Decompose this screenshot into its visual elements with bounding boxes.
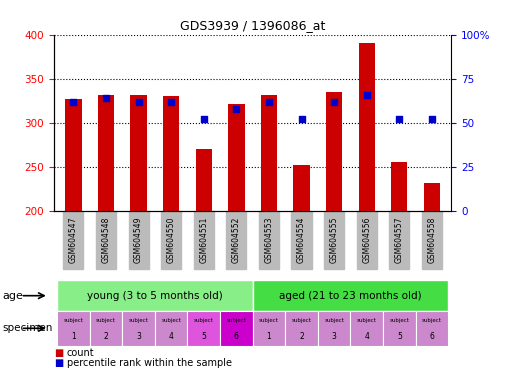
Point [298, 116, 306, 122]
Bar [57, 280, 252, 311]
Point [69, 99, 77, 105]
Point [167, 99, 175, 105]
Text: count: count [67, 348, 94, 358]
Point [200, 116, 208, 122]
Bar [220, 311, 252, 346]
Text: 5: 5 [397, 333, 402, 341]
Text: 1: 1 [71, 333, 76, 341]
Point [265, 99, 273, 105]
Text: 6: 6 [429, 333, 435, 341]
Bar [318, 311, 350, 346]
Point [363, 91, 371, 98]
Text: percentile rank within the sample: percentile rank within the sample [67, 358, 232, 368]
Text: 2: 2 [104, 333, 108, 341]
Bar [155, 311, 187, 346]
Text: subject: subject [422, 318, 442, 323]
Text: young (3 to 5 months old): young (3 to 5 months old) [87, 291, 223, 301]
Bar [252, 280, 448, 311]
Point [428, 116, 436, 122]
Text: 3: 3 [332, 333, 337, 341]
Bar [163, 96, 180, 211]
Bar [187, 311, 220, 346]
Bar [57, 311, 90, 346]
Text: 3: 3 [136, 333, 141, 341]
Bar [383, 311, 416, 346]
Text: subject: subject [259, 318, 279, 323]
Text: subject: subject [129, 318, 149, 323]
Text: subject: subject [291, 318, 311, 323]
Point [395, 116, 403, 122]
Text: 2: 2 [299, 333, 304, 341]
Text: age: age [3, 291, 24, 301]
Bar [122, 311, 155, 346]
Text: subject: subject [389, 318, 409, 323]
Bar [391, 162, 407, 211]
Point [102, 95, 110, 101]
Bar [252, 311, 285, 346]
Text: subject: subject [64, 318, 83, 323]
Point [232, 106, 241, 112]
Text: subject: subject [194, 318, 214, 323]
Bar [350, 311, 383, 346]
Bar [228, 104, 245, 211]
Bar [98, 94, 114, 211]
Text: specimen: specimen [3, 323, 53, 333]
Text: ■: ■ [54, 358, 63, 368]
Bar [326, 92, 342, 211]
Bar [130, 94, 147, 211]
Bar [285, 311, 318, 346]
Point [134, 99, 143, 105]
Text: subject: subject [96, 318, 116, 323]
Text: subject: subject [324, 318, 344, 323]
Point [330, 99, 338, 105]
Title: GDS3939 / 1396086_at: GDS3939 / 1396086_at [180, 19, 325, 32]
Text: 5: 5 [201, 333, 206, 341]
Bar [90, 311, 122, 346]
Bar [65, 99, 82, 211]
Bar [261, 94, 277, 211]
Bar [293, 165, 310, 211]
Bar [359, 43, 375, 211]
Text: subject: subject [161, 318, 181, 323]
Bar [424, 183, 440, 211]
Text: 4: 4 [364, 333, 369, 341]
Bar [195, 149, 212, 211]
Bar [416, 311, 448, 346]
Text: ■: ■ [54, 348, 63, 358]
Text: 4: 4 [169, 333, 173, 341]
Text: 1: 1 [267, 333, 271, 341]
Text: subject: subject [357, 318, 377, 323]
Text: 6: 6 [234, 333, 239, 341]
Text: subject: subject [226, 318, 246, 323]
Text: aged (21 to 23 months old): aged (21 to 23 months old) [279, 291, 422, 301]
